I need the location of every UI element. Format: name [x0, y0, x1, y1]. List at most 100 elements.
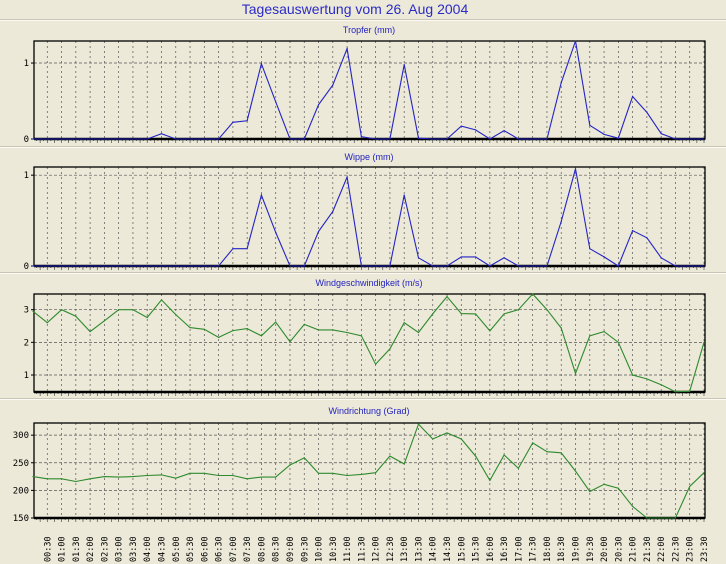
data-point — [403, 463, 405, 465]
data-point — [346, 47, 348, 50]
data-point — [332, 329, 334, 331]
chart-title: Wippe (mm) — [345, 152, 394, 162]
x-tick-label: 06:30 — [215, 536, 225, 562]
data-point — [389, 348, 391, 350]
data-point — [246, 248, 248, 250]
x-tick-label: 03:00 — [115, 536, 125, 562]
panel-separator — [0, 398, 726, 400]
x-tick-label: 15:30 — [472, 536, 482, 562]
data-point — [46, 265, 48, 267]
x-tick-label: 19:30 — [586, 536, 596, 562]
data-point — [289, 138, 291, 140]
data-point — [89, 265, 91, 267]
data-point — [260, 194, 263, 196]
x-tick-label: 18:30 — [557, 536, 567, 562]
x-tick-label: 07:00 — [229, 536, 239, 562]
x-tick-label: 08:30 — [272, 536, 282, 562]
data-series-line — [32, 423, 705, 519]
data-point — [660, 257, 662, 259]
data-point — [703, 138, 705, 140]
x-tick-label: 22:00 — [657, 536, 667, 562]
y-tick-label: 200 — [13, 486, 29, 496]
x-tick-label: 14:00 — [429, 536, 439, 562]
data-point — [146, 316, 148, 319]
data-point — [574, 470, 577, 472]
y-tick-label: 2 — [24, 338, 29, 348]
data-point — [246, 328, 248, 330]
data-point — [646, 237, 648, 239]
data-point — [560, 327, 562, 329]
data-point — [403, 322, 405, 324]
x-tick-label: 04:00 — [143, 536, 153, 562]
data-point — [646, 378, 648, 380]
data-point — [132, 265, 134, 267]
data-point — [674, 265, 677, 267]
data-point — [289, 265, 291, 267]
data-point — [403, 63, 405, 66]
data-point — [660, 133, 662, 135]
data-point — [389, 455, 391, 457]
data-point — [375, 265, 377, 267]
y-tick-label: 250 — [13, 459, 29, 469]
chart-title: Windgeschwindigkeit (m/s) — [315, 278, 422, 288]
data-point — [203, 472, 205, 474]
data-point — [703, 472, 705, 474]
data-point — [503, 130, 505, 132]
data-point — [489, 265, 491, 267]
data-point — [203, 138, 205, 140]
data-point — [532, 265, 534, 267]
data-point — [689, 485, 691, 488]
x-tick-label: 05:30 — [186, 536, 196, 562]
x-tick-label: 17:00 — [514, 536, 524, 562]
data-point — [289, 341, 291, 343]
data-point — [275, 321, 277, 323]
data-point — [360, 136, 362, 138]
data-point — [232, 474, 234, 477]
data-point — [303, 457, 305, 459]
data-point — [632, 229, 634, 232]
data-point — [118, 309, 120, 311]
data-point — [674, 517, 677, 519]
data-point — [217, 138, 220, 140]
data-point — [360, 335, 362, 337]
x-tick-label: 04:30 — [157, 536, 167, 562]
data-series-line — [33, 168, 704, 267]
data-point — [460, 256, 462, 258]
data-point — [260, 335, 263, 337]
data-point — [674, 138, 677, 140]
data-point — [303, 323, 305, 325]
x-tick-label: 00:30 — [43, 536, 53, 562]
data-point — [689, 265, 691, 267]
data-point — [503, 257, 505, 259]
x-tick-label: 12:00 — [372, 536, 382, 562]
data-point — [646, 111, 648, 114]
plot-frame — [33, 293, 706, 393]
data-point — [32, 310, 34, 312]
data-point — [189, 472, 191, 474]
x-tick-label: 02:00 — [86, 536, 96, 562]
data-point — [446, 432, 448, 434]
data-point — [603, 483, 605, 485]
data-point — [118, 265, 120, 267]
data-point — [646, 517, 648, 519]
data-point — [46, 322, 48, 324]
data-point — [303, 265, 305, 267]
y-tick-label: 1 — [24, 371, 29, 381]
data-point — [432, 438, 434, 440]
data-point — [75, 315, 77, 317]
data-point — [446, 265, 448, 267]
data-point — [32, 475, 34, 478]
y-tick-label: 0 — [24, 262, 29, 272]
data-point — [417, 331, 420, 334]
x-tick-label: 10:00 — [315, 536, 325, 562]
chart-title: Tropfer (mm) — [343, 25, 395, 35]
data-point — [546, 309, 548, 311]
y-tick-label: 0 — [24, 135, 29, 145]
x-tick-label: 13:00 — [400, 536, 410, 562]
data-point — [32, 138, 34, 140]
x-tick-label: 18:00 — [543, 536, 553, 562]
data-point — [175, 313, 177, 316]
x-tick-label: 15:00 — [457, 536, 467, 562]
data-point — [375, 138, 377, 140]
